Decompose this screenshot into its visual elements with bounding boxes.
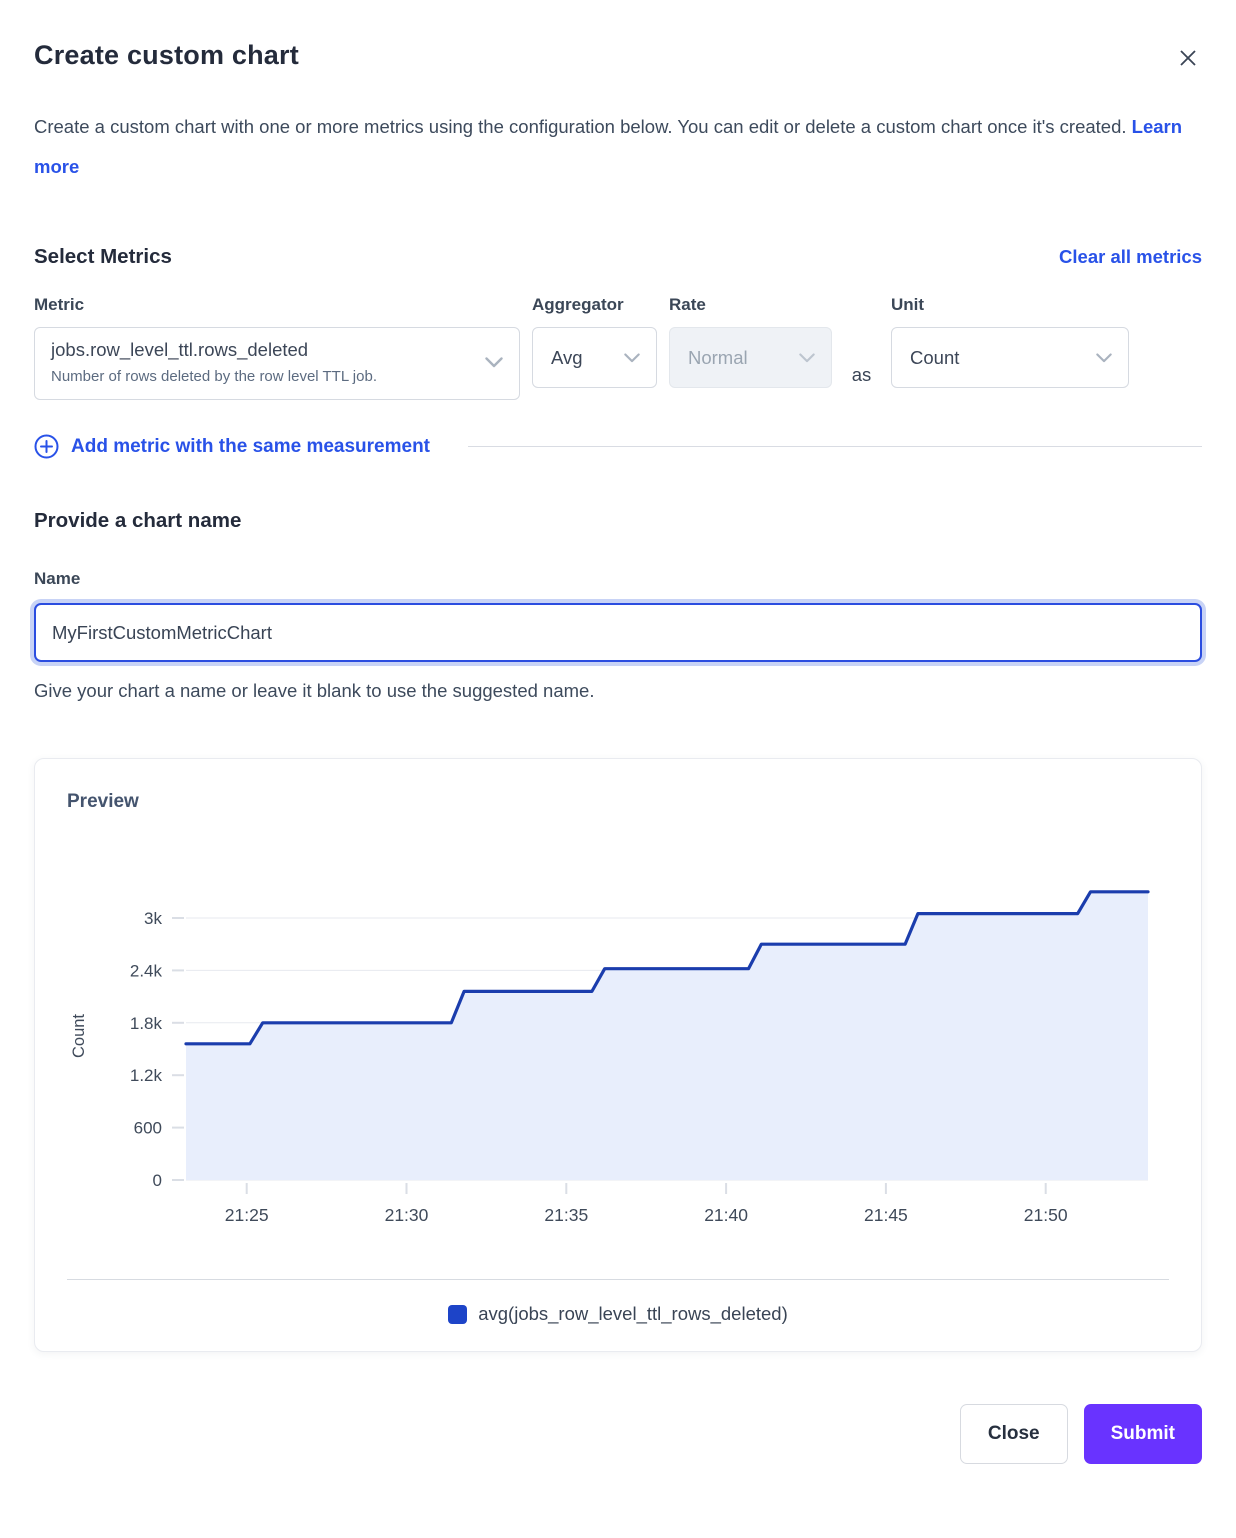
preview-card: Preview 0 600 1.2k 1.8k 2.4k 3k 21:25 21:30 21:3… — [34, 758, 1202, 1352]
svg-text:1.8k: 1.8k — [130, 1014, 163, 1033]
modal-description: Create a custom chart with one or more m… — [34, 107, 1202, 187]
svg-text:600: 600 — [134, 1119, 162, 1138]
plus-circle-icon — [34, 434, 59, 459]
add-metric-row: Add metric with the same measurement — [34, 434, 1202, 459]
rate-select: Normal — [669, 327, 832, 388]
rate-label: Rate — [669, 295, 706, 314]
svg-text:21:50: 21:50 — [1024, 1205, 1068, 1225]
chart-name-input[interactable] — [34, 603, 1202, 662]
chevron-down-icon — [1096, 352, 1112, 362]
learn-more-link[interactable]: Learn more — [34, 116, 1183, 177]
metric-select-value: jobs.row_level_ttl.rows_deleted — [51, 339, 309, 360]
svg-text:2.4k: 2.4k — [130, 961, 163, 980]
close-button[interactable] — [1174, 44, 1202, 75]
unit-select[interactable]: Count — [891, 327, 1129, 388]
close-icon — [1180, 50, 1196, 66]
legend-label: avg(jobs_row_level_ttl_rows_deleted) — [478, 1303, 788, 1324]
legend-divider — [67, 1279, 1169, 1280]
metric-config-row: Metric jobs.row_level_ttl.rows_deleted N… — [34, 295, 1202, 400]
chart-legend: avg(jobs_row_level_ttl_rows_deleted) — [35, 1280, 1201, 1351]
svg-text:21:40: 21:40 — [704, 1205, 748, 1225]
chevron-down-icon — [624, 352, 640, 362]
chart-name-heading: Provide a chart name — [34, 509, 242, 532]
svg-text:Count: Count — [70, 1014, 88, 1058]
aggregator-select[interactable]: Avg — [532, 327, 657, 388]
clear-all-metrics-link[interactable]: Clear all metrics — [1059, 246, 1202, 267]
aggregator-select-value: Avg — [551, 346, 583, 368]
svg-text:21:30: 21:30 — [385, 1205, 429, 1225]
create-custom-chart-modal: Create custom chart Create a custom char… — [34, 40, 1202, 1464]
unit-field: Unit Count — [891, 295, 1129, 388]
preview-chart: 0 600 1.2k 1.8k 2.4k 3k 21:25 21:30 21:35 21:40 21… — [70, 890, 1150, 1225]
metric-label: Metric — [34, 295, 85, 314]
legend-swatch — [448, 1304, 468, 1324]
svg-text:3k: 3k — [144, 909, 162, 928]
rate-field: Rate Normal — [669, 295, 832, 388]
svg-text:21:35: 21:35 — [544, 1205, 588, 1225]
modal-header: Create custom chart — [34, 40, 1202, 75]
submit-button[interactable]: Submit — [1083, 1404, 1202, 1464]
select-metrics-header: Select Metrics Clear all metrics — [34, 245, 1202, 269]
metric-select[interactable]: jobs.row_level_ttl.rows_deleted Number o… — [34, 327, 520, 400]
svg-text:21:25: 21:25 — [225, 1205, 269, 1225]
close-footer-button[interactable]: Close — [959, 1404, 1068, 1464]
name-label: Name — [34, 569, 81, 588]
preview-heading: Preview — [67, 791, 139, 812]
modal-footer: Close Submit — [34, 1404, 1202, 1464]
description-text: Create a custom chart with one or more m… — [34, 116, 1127, 137]
page-title: Create custom chart — [34, 40, 299, 70]
as-text: as — [851, 364, 872, 385]
divider — [468, 446, 1202, 447]
svg-text:0: 0 — [153, 1171, 162, 1190]
rate-select-value: Normal — [688, 346, 748, 368]
name-helper-text: Give your chart a name or leave it blank… — [34, 680, 595, 701]
aggregator-label: Aggregator — [532, 295, 624, 314]
add-metric-label: Add metric with the same measurement — [71, 435, 430, 457]
chevron-down-icon — [485, 357, 503, 368]
svg-text:1.2k: 1.2k — [130, 1066, 163, 1085]
unit-label: Unit — [891, 295, 925, 314]
unit-select-value: Count — [910, 346, 960, 368]
select-metrics-heading: Select Metrics — [34, 245, 172, 268]
metric-select-description: Number of rows deleted by the row level … — [51, 368, 377, 385]
aggregator-field: Aggregator Avg — [532, 295, 657, 388]
chevron-down-icon — [799, 352, 815, 362]
svg-text:21:45: 21:45 — [864, 1205, 908, 1225]
add-metric-button[interactable]: Add metric with the same measurement — [34, 434, 430, 459]
metric-field: Metric jobs.row_level_ttl.rows_deleted N… — [34, 295, 520, 400]
